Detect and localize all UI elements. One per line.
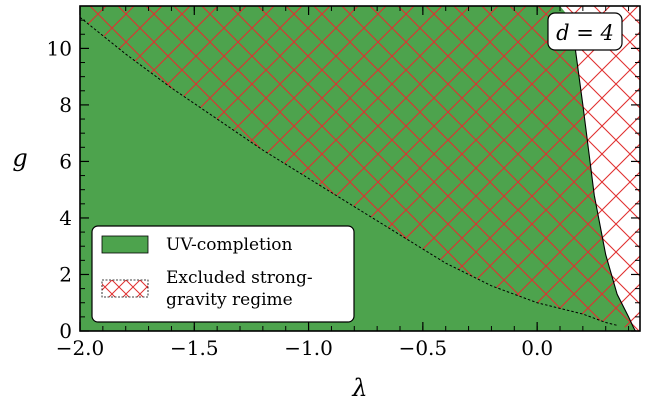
legend-label-excluded: Excluded strong-gravity regime [166,268,313,310]
legend-frame [91,225,355,323]
annotation-text: d = 4 [556,21,614,45]
legend-label-excluded-line2: gravity regime [166,290,293,310]
uv-completion-boundary-line [570,20,636,331]
y-tick-label: 10 [47,36,72,60]
x-tick-label: 0.0 [521,336,553,360]
legend-swatch-uv [101,235,149,254]
y-tick-label: 6 [59,149,72,173]
y-tick-label: 4 [59,206,72,230]
legend: UV-completion Excluded strong-gravity re… [91,225,355,323]
excluded-strong-gravity-region [80,6,640,331]
legend-label-excluded-line1: Excluded strong- [166,268,313,288]
x-axis-label: λ [351,374,367,402]
y-tick-label: 8 [59,93,72,117]
y-tick-label: 0 [59,319,72,343]
plot-frame [79,5,641,332]
y-axis-label: g [12,144,27,172]
legend-swatch-excluded [101,279,149,298]
y-axis-ticks: 0 2 4 6 8 10 [47,19,640,343]
x-tick-label: −0.5 [399,336,448,360]
x-axis-ticks: −2.0 −1.5 −1.0 −0.5 0.0 [56,6,630,360]
annotation-box: d = 4 [547,12,623,51]
legend-label-uv: UV-completion [166,235,293,255]
x-tick-label: −1.0 [284,336,333,360]
x-tick-label: −2.0 [56,336,105,360]
strong-gravity-boundary-line [80,16,618,326]
y-tick-label: 2 [59,262,72,286]
x-tick-label: −1.5 [170,336,219,360]
